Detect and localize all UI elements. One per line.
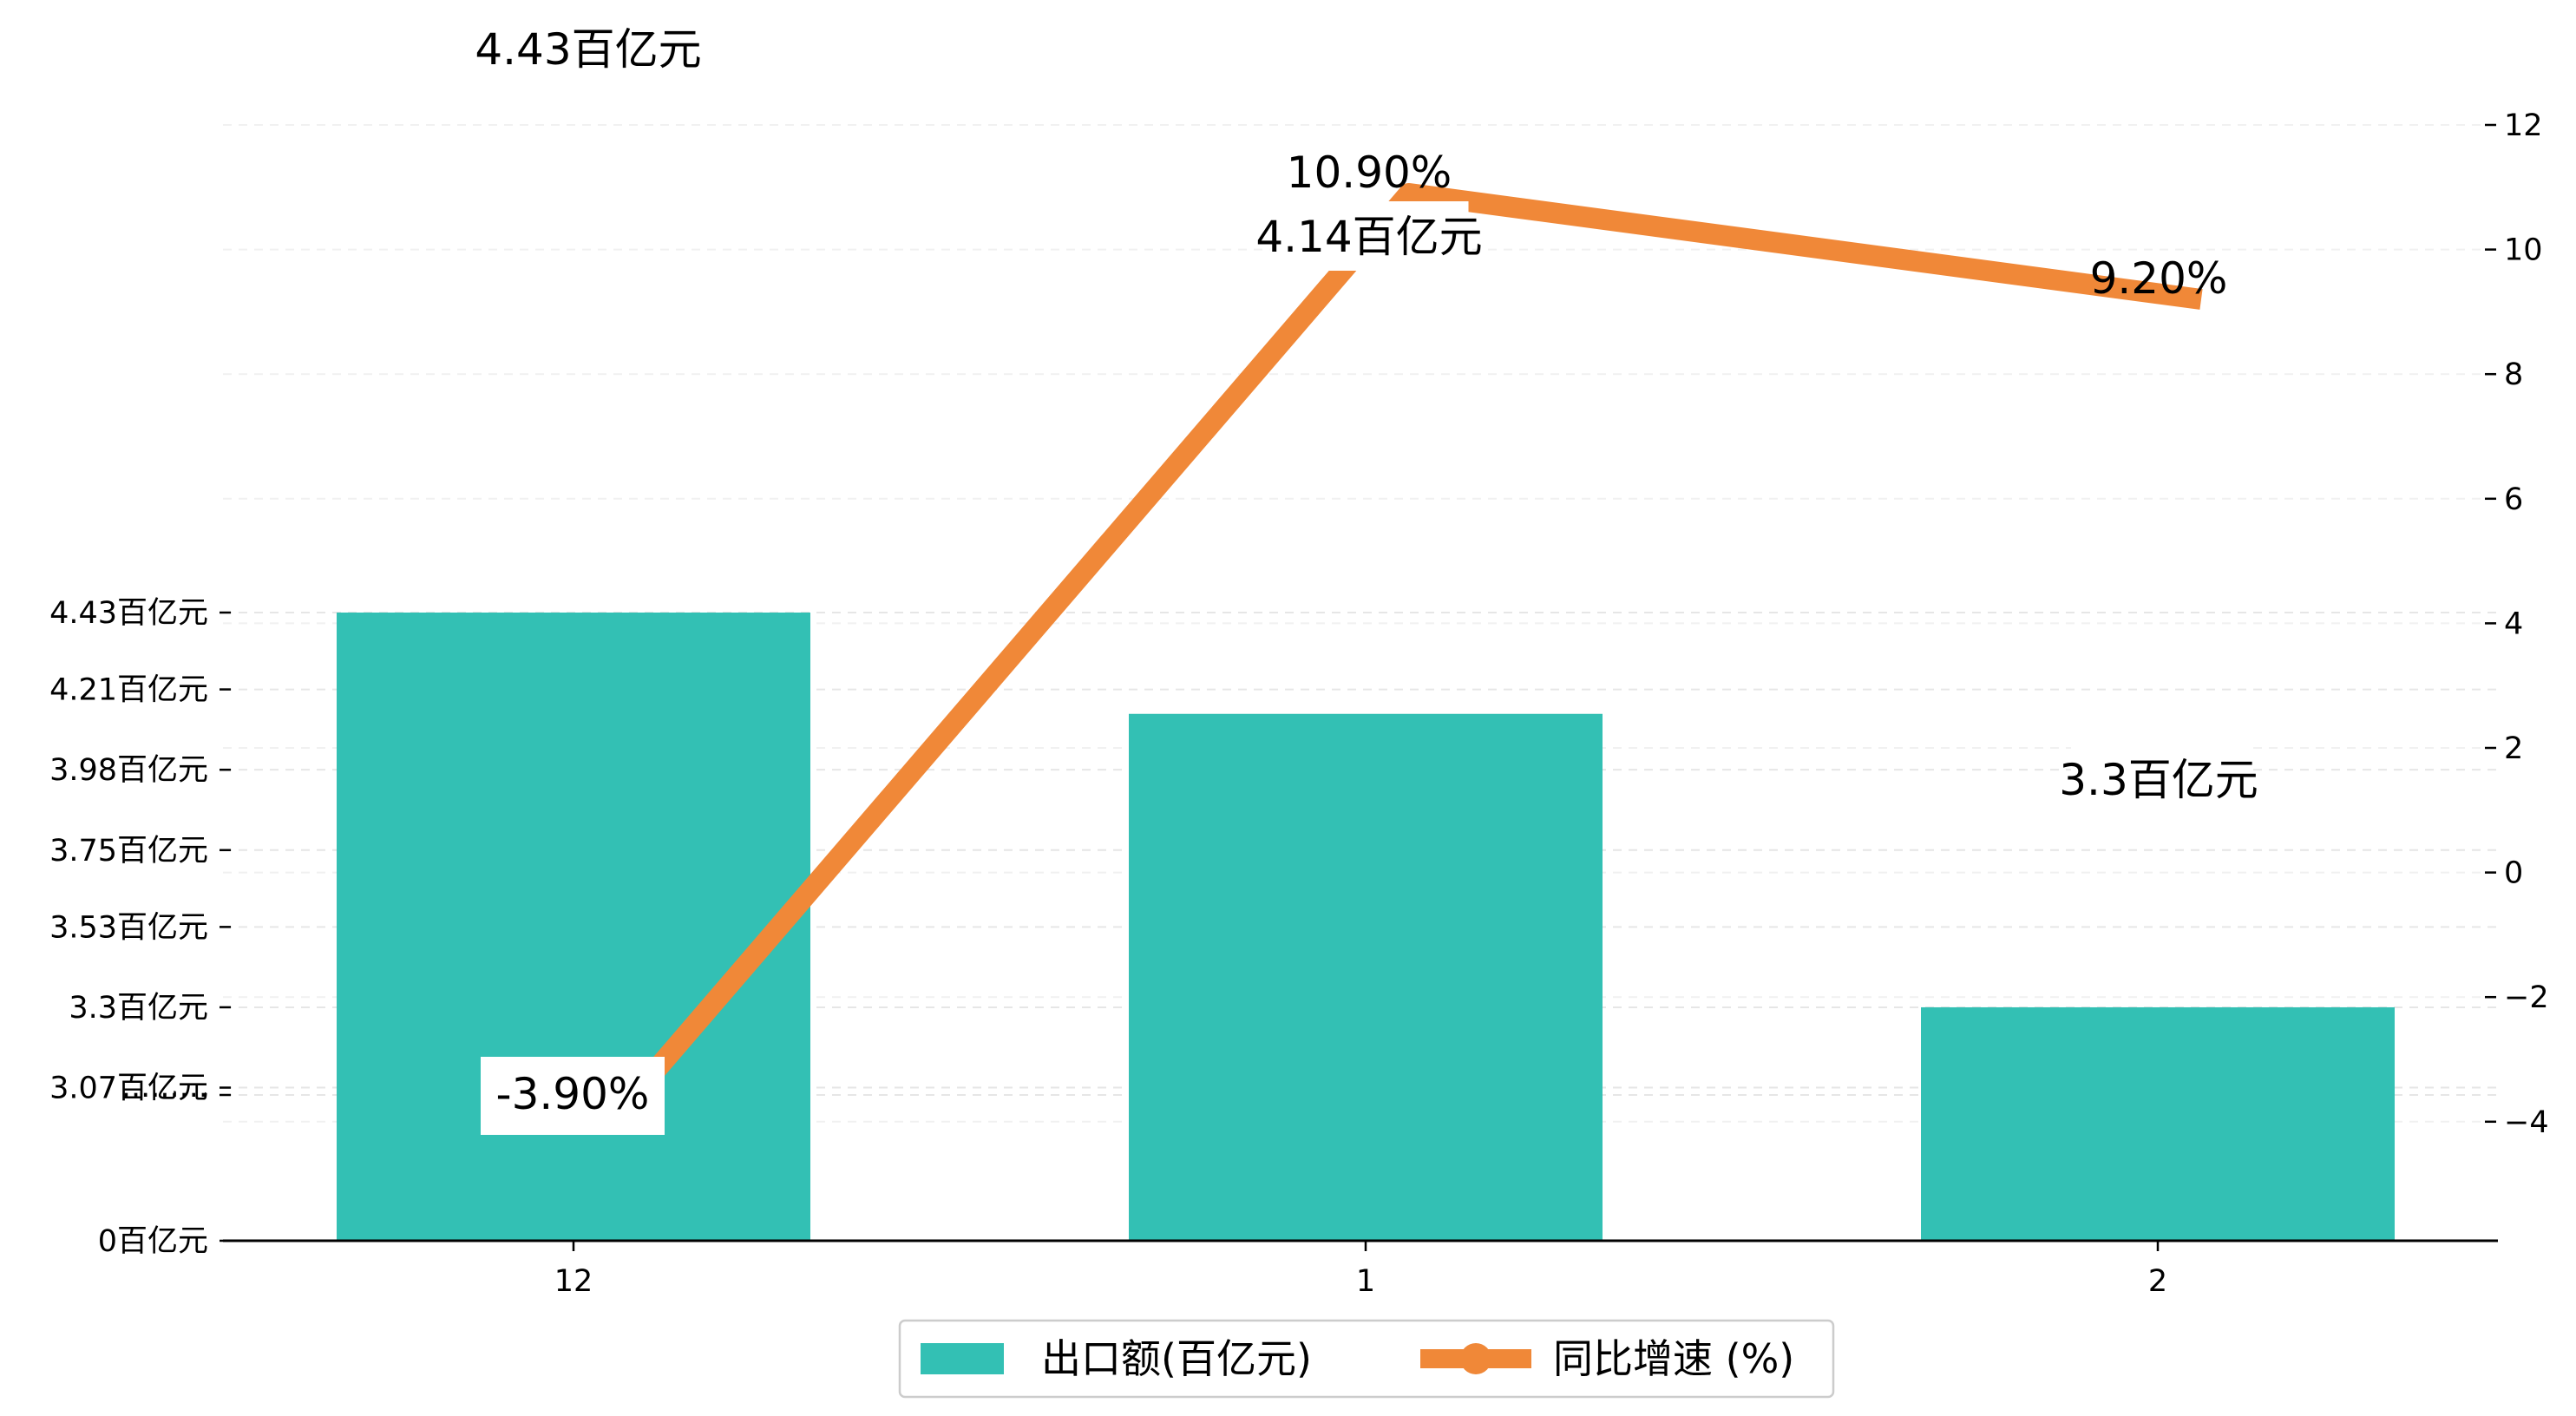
bar-12 bbox=[337, 613, 810, 1241]
bar-value-label-bg bbox=[488, 14, 688, 83]
right-tick-label: 2 bbox=[2504, 731, 2523, 766]
left-tick-label: 3.98百亿元 bbox=[49, 753, 208, 788]
left-tick-label: 0百亿元 bbox=[98, 1224, 208, 1259]
bar-value-label-bg bbox=[2071, 744, 2246, 814]
legend-box bbox=[898, 1319, 1835, 1399]
right-tick-label: −4 bbox=[2504, 1105, 2549, 1140]
left-tick-label: 3.75百亿元 bbox=[49, 834, 208, 869]
line-value-label: 10.90% bbox=[1287, 148, 1452, 198]
bar-1 bbox=[1129, 713, 1603, 1241]
line-value-label: 9.20% bbox=[2090, 253, 2228, 304]
bar-value-label: 4.14百亿元 bbox=[1255, 212, 1482, 262]
bar-value-label: 4.43百亿元 bbox=[475, 24, 701, 75]
bar-series bbox=[337, 613, 2395, 1241]
bar-2 bbox=[1921, 1006, 2395, 1241]
legend-label-line: 同比增速 (%) bbox=[1553, 1335, 1794, 1382]
data-labels: 4.43百亿元 4.14百亿元 3.3百亿元 -3.90% 10.90% 9.20% bbox=[475, 14, 2258, 1135]
left-tick-label: 3.3百亿元 bbox=[69, 991, 208, 1026]
left-tick-label: 3.07百亿元 bbox=[49, 1072, 208, 1106]
legend-label-bar: 出口额(百亿元) bbox=[1041, 1335, 1312, 1382]
left-tick-label: ········· bbox=[121, 1078, 208, 1113]
right-tick-label: 0 bbox=[2504, 856, 2523, 891]
legend-swatch-bar bbox=[921, 1343, 1004, 1374]
legend-marker bbox=[1460, 1343, 1491, 1374]
right-tick-label: 4 bbox=[2504, 606, 2523, 641]
left-tick-label: 4.43百亿元 bbox=[49, 596, 208, 631]
line-series bbox=[608, 182, 2203, 1123]
left-tick-label: 3.53百亿元 bbox=[49, 910, 208, 945]
axes: 0百亿元 ·········3.07百亿元 3.3百亿元 3.53百亿元 3.75百亿元… bbox=[49, 108, 2549, 1299]
bar-value-label: 3.3百亿元 bbox=[2059, 755, 2258, 805]
right-tick-label: 10 bbox=[2504, 233, 2543, 268]
right-tick-label: 6 bbox=[2504, 482, 2523, 517]
x-tick-label: 2 bbox=[2148, 1264, 2167, 1299]
line-value-label: -3.90% bbox=[496, 1069, 650, 1119]
legend: 出口额(百亿元) 同比增速 (%) bbox=[898, 1319, 1835, 1399]
right-tick-label: 8 bbox=[2504, 357, 2523, 392]
x-tick-label: 1 bbox=[1356, 1264, 1375, 1299]
growth-line bbox=[608, 182, 2203, 1123]
line-value-label-bg bbox=[481, 1057, 665, 1135]
right-tick-label: 12 bbox=[2504, 108, 2543, 143]
x-tick-label: 12 bbox=[554, 1264, 593, 1299]
left-tick-label: 4.21百亿元 bbox=[49, 673, 208, 708]
right-tick-label: −2 bbox=[2504, 980, 2549, 1015]
bar-value-label-bg bbox=[1269, 201, 1469, 271]
